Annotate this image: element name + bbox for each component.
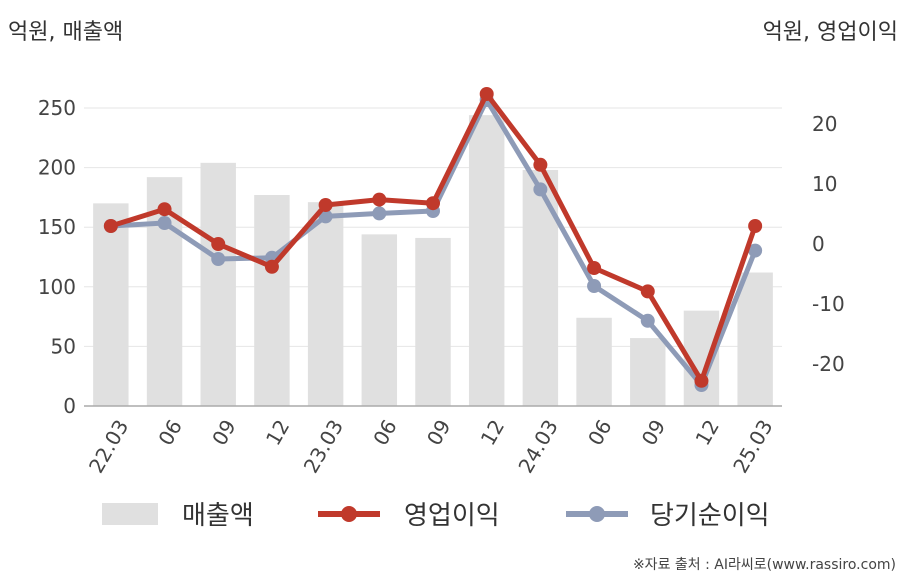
- left-tick-label: 100: [38, 275, 76, 299]
- operating-profit-point: [533, 157, 548, 172]
- bar-revenue: [522, 169, 559, 406]
- right-tick-label: 0: [812, 232, 825, 256]
- left-tick-label: 0: [63, 394, 76, 418]
- left-tick-label: 200: [38, 156, 76, 180]
- operating-profit-point: [318, 198, 333, 212]
- net-income-point: [587, 279, 602, 293]
- x-tick-label: 06: [368, 416, 402, 450]
- operating-profit-point: [372, 192, 387, 207]
- bar-revenue: [415, 237, 451, 406]
- net-income-point: [640, 313, 655, 328]
- left-tick-label: 50: [51, 334, 76, 358]
- legend-marker-operating: [341, 506, 357, 522]
- right-tick-label: -10: [812, 292, 845, 316]
- right-axis-unit: 억원, 영업이익: [762, 20, 898, 45]
- legend-swatch-revenue: [102, 503, 158, 525]
- x-tick-label: 12: [476, 416, 510, 450]
- x-tick-label: 22.03: [84, 416, 133, 478]
- bar-revenue: [630, 338, 666, 406]
- bar-revenue: [254, 195, 290, 406]
- operating-profit-point: [103, 219, 118, 233]
- operating-profit-point: [264, 259, 279, 274]
- operating-profit-point: [640, 284, 655, 299]
- legend-label-revenue: 매출액: [182, 501, 254, 531]
- bar-revenue: [737, 272, 773, 406]
- bar-revenue: [93, 203, 129, 406]
- net-income-point: [748, 243, 763, 258]
- legend-label-operating: 영업이익: [404, 501, 500, 531]
- x-tick-label: 06: [153, 416, 187, 450]
- operating-profit-point: [157, 202, 172, 217]
- bar-revenue: [307, 202, 344, 406]
- x-tick-label: 12: [261, 416, 295, 450]
- operating-profit-point: [748, 219, 763, 233]
- bar-revenue: [468, 115, 505, 406]
- x-tick-label: 25.03: [728, 416, 777, 478]
- right-tick-label: 20: [812, 112, 837, 136]
- net-income-point: [157, 216, 172, 230]
- x-tick-label: 09: [207, 416, 241, 450]
- x-tick-label: 09: [422, 416, 456, 450]
- right-tick-label: 10: [812, 172, 837, 196]
- net-income-point: [318, 209, 333, 224]
- source-note: ※자료 출처 : AI라씨로(www.rassiro.com): [632, 557, 896, 573]
- operating-profit-point: [426, 196, 440, 211]
- net-income-point: [211, 252, 226, 266]
- net-income-point: [372, 206, 387, 221]
- operating-profit-point: [587, 261, 602, 275]
- left-tick-label: 250: [38, 96, 76, 120]
- bar-revenue: [200, 162, 236, 406]
- left-tick-label: 150: [38, 215, 76, 239]
- operating-profit-point: [211, 237, 226, 251]
- bar-revenue: [576, 317, 612, 406]
- operating-profit-point: [479, 87, 494, 101]
- bar-revenue: [361, 234, 398, 406]
- right-tick-label: -20: [812, 352, 845, 376]
- legend-marker-net: [589, 506, 605, 522]
- left-axis-unit: 억원, 매출액: [8, 20, 124, 45]
- operating-profit-point: [694, 373, 709, 388]
- x-tick-label: 12: [690, 416, 724, 450]
- net-income-point: [533, 182, 548, 197]
- x-tick-label: 06: [583, 416, 617, 450]
- x-tick-label: 23.03: [299, 416, 348, 478]
- legend-label-net: 당기순이익: [650, 501, 770, 531]
- x-tick-label: 24.03: [513, 416, 562, 478]
- x-tick-label: 09: [637, 416, 671, 450]
